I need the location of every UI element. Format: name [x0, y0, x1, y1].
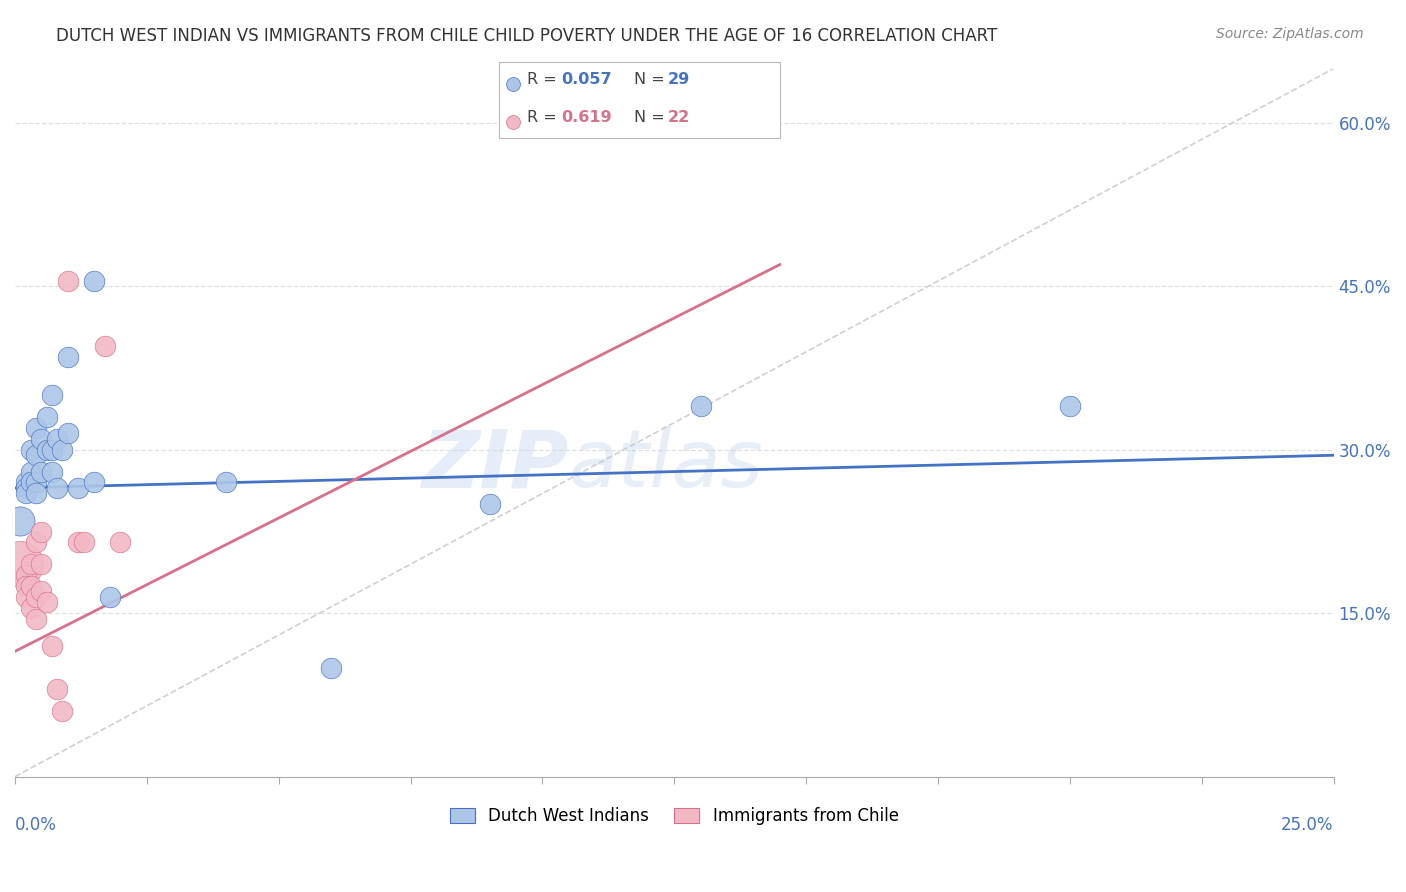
Text: Source: ZipAtlas.com: Source: ZipAtlas.com	[1216, 27, 1364, 41]
Point	[35, 410, 58, 425]
Point	[14, 475, 37, 490]
Point	[56, 426, 79, 441]
Point	[25, 486, 48, 500]
Point	[8, 558, 31, 572]
Point	[215, 475, 238, 490]
Point	[14, 568, 37, 582]
Point	[478, 497, 501, 511]
Text: DUTCH WEST INDIAN VS IMMIGRANTS FROM CHILE CHILD POVERTY UNDER THE AGE OF 16 COR: DUTCH WEST INDIAN VS IMMIGRANTS FROM CHI…	[56, 27, 997, 45]
Point	[41, 388, 63, 402]
Point	[30, 432, 52, 446]
Text: 29: 29	[668, 71, 690, 87]
Text: 0.057: 0.057	[561, 71, 612, 87]
Point	[14, 579, 37, 593]
Point	[83, 475, 105, 490]
Point	[20, 442, 42, 457]
Point	[502, 77, 524, 91]
Point	[98, 590, 121, 604]
Text: N =: N =	[634, 71, 671, 87]
Point	[67, 535, 90, 549]
Text: 25.0%: 25.0%	[1281, 815, 1334, 833]
Point	[35, 442, 58, 457]
Text: 0.619: 0.619	[561, 110, 612, 125]
Point	[25, 590, 48, 604]
Text: R =: R =	[527, 71, 562, 87]
Point	[1059, 399, 1081, 413]
Point	[41, 639, 63, 653]
Point	[72, 535, 94, 549]
Point	[35, 595, 58, 609]
Point	[51, 704, 73, 718]
Point	[30, 465, 52, 479]
Point	[20, 600, 42, 615]
Point	[20, 579, 42, 593]
Point	[25, 535, 48, 549]
Text: atlas: atlas	[569, 426, 763, 504]
Point	[25, 475, 48, 490]
Point	[30, 584, 52, 599]
Point	[56, 274, 79, 288]
Point	[14, 590, 37, 604]
Point	[8, 514, 31, 528]
Point	[25, 612, 48, 626]
Point	[30, 524, 52, 539]
Text: N =: N =	[634, 110, 671, 125]
Point	[67, 481, 90, 495]
Point	[41, 442, 63, 457]
Point	[46, 682, 69, 697]
Point	[20, 475, 42, 490]
Point	[41, 465, 63, 479]
Text: R =: R =	[527, 110, 562, 125]
Text: 22: 22	[668, 110, 690, 125]
Point	[321, 661, 343, 675]
Point	[83, 274, 105, 288]
Point	[502, 114, 524, 128]
Point	[14, 486, 37, 500]
Point	[14, 481, 37, 495]
Point	[51, 442, 73, 457]
Legend: Dutch West Indians, Immigrants from Chile: Dutch West Indians, Immigrants from Chil…	[443, 801, 905, 832]
Point	[25, 421, 48, 435]
Text: 0.0%: 0.0%	[15, 815, 56, 833]
Point	[689, 399, 711, 413]
Point	[20, 558, 42, 572]
Point	[46, 432, 69, 446]
Point	[93, 339, 115, 353]
Text: ZIP: ZIP	[422, 426, 569, 504]
Point	[20, 465, 42, 479]
Point	[25, 448, 48, 462]
Point	[46, 481, 69, 495]
Point	[30, 558, 52, 572]
Point	[110, 535, 132, 549]
Point	[56, 350, 79, 364]
